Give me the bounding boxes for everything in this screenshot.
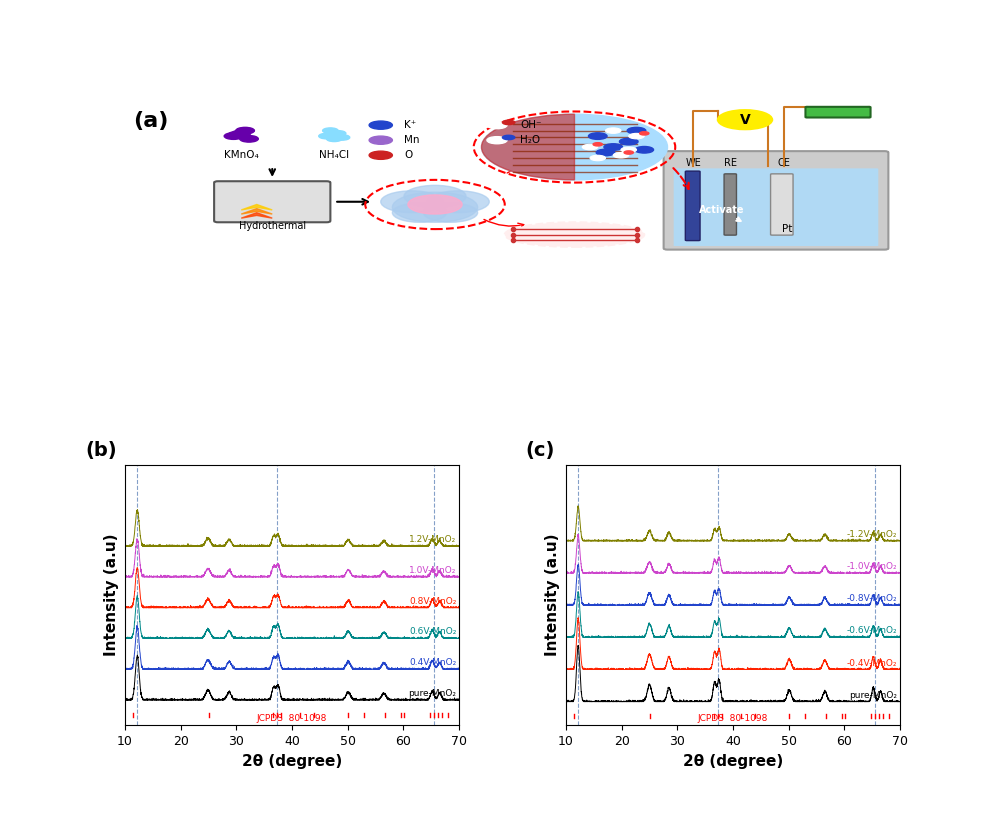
- Circle shape: [240, 135, 258, 142]
- Circle shape: [408, 195, 462, 214]
- Circle shape: [369, 121, 392, 130]
- Y-axis label: Intensity (a.u): Intensity (a.u): [545, 534, 560, 656]
- Text: 1.2V-MnO₂: 1.2V-MnO₂: [409, 535, 456, 544]
- Text: -0.6V-MnO₂: -0.6V-MnO₂: [847, 627, 897, 636]
- Circle shape: [629, 134, 644, 139]
- Text: 0.8V-MnO₂: 0.8V-MnO₂: [409, 597, 456, 606]
- Circle shape: [582, 144, 598, 150]
- Text: OH⁻: OH⁻: [520, 120, 542, 130]
- Circle shape: [624, 151, 633, 154]
- Circle shape: [502, 121, 515, 125]
- Text: NH₄Cl: NH₄Cl: [319, 150, 349, 160]
- FancyBboxPatch shape: [724, 174, 736, 235]
- Ellipse shape: [505, 222, 644, 247]
- FancyBboxPatch shape: [685, 171, 700, 240]
- Circle shape: [593, 143, 602, 146]
- Circle shape: [590, 155, 606, 161]
- Circle shape: [604, 143, 623, 150]
- Circle shape: [627, 127, 646, 134]
- Text: K⁺: K⁺: [404, 120, 416, 130]
- Text: (b): (b): [85, 441, 117, 460]
- Text: KMnO₄: KMnO₄: [224, 150, 259, 160]
- Text: Activate: Activate: [698, 205, 744, 221]
- Text: WE: WE: [685, 158, 701, 168]
- Text: (c): (c): [526, 441, 555, 460]
- Circle shape: [487, 121, 507, 129]
- Circle shape: [621, 147, 637, 152]
- Circle shape: [392, 192, 478, 222]
- Text: pure-MnO₂: pure-MnO₂: [408, 689, 456, 698]
- Text: pure-MnO₂: pure-MnO₂: [849, 691, 897, 700]
- Circle shape: [423, 203, 478, 222]
- Circle shape: [718, 110, 772, 130]
- Circle shape: [369, 151, 392, 160]
- Text: JCPDS  80-1098: JCPDS 80-1098: [698, 714, 768, 723]
- Circle shape: [588, 133, 607, 139]
- X-axis label: 2θ (degree): 2θ (degree): [242, 754, 342, 769]
- Circle shape: [369, 136, 392, 144]
- Polygon shape: [241, 209, 272, 214]
- Text: 0.4V-MnO₂: 0.4V-MnO₂: [409, 658, 456, 667]
- Text: Mn: Mn: [404, 135, 420, 145]
- Circle shape: [427, 191, 489, 213]
- Circle shape: [326, 136, 342, 142]
- Circle shape: [330, 130, 346, 136]
- Text: (a): (a): [133, 112, 168, 131]
- FancyBboxPatch shape: [674, 169, 878, 246]
- Text: -1.2V-MnO₂: -1.2V-MnO₂: [847, 530, 897, 539]
- Circle shape: [619, 139, 638, 145]
- Text: Hydrothermal: Hydrothermal: [239, 221, 306, 231]
- Circle shape: [502, 135, 515, 139]
- Text: -1.0V-MnO₂: -1.0V-MnO₂: [847, 562, 897, 571]
- Circle shape: [606, 128, 621, 134]
- Circle shape: [392, 203, 447, 222]
- FancyBboxPatch shape: [771, 174, 793, 235]
- Wedge shape: [482, 114, 574, 180]
- X-axis label: 2θ (degree): 2θ (degree): [683, 754, 783, 769]
- Circle shape: [381, 191, 443, 213]
- Text: CE: CE: [777, 158, 790, 168]
- Y-axis label: Intensity (a.u): Intensity (a.u): [104, 534, 119, 656]
- Polygon shape: [241, 205, 272, 210]
- Text: -0.8V-MnO₂: -0.8V-MnO₂: [847, 594, 897, 603]
- Circle shape: [232, 130, 251, 137]
- Text: -0.4V-MnO₂: -0.4V-MnO₂: [847, 659, 897, 667]
- Circle shape: [596, 149, 615, 156]
- Circle shape: [640, 132, 649, 135]
- Circle shape: [236, 127, 254, 134]
- Text: H₂O: H₂O: [520, 135, 540, 145]
- Circle shape: [482, 114, 668, 180]
- FancyBboxPatch shape: [664, 151, 888, 249]
- FancyBboxPatch shape: [214, 181, 330, 222]
- Circle shape: [487, 137, 507, 143]
- Circle shape: [635, 147, 654, 153]
- Circle shape: [224, 133, 243, 139]
- Text: 0.6V-MnO₂: 0.6V-MnO₂: [409, 628, 456, 637]
- Circle shape: [613, 152, 629, 158]
- Text: JCPDS  80-1098: JCPDS 80-1098: [257, 714, 327, 723]
- Circle shape: [319, 134, 334, 139]
- Text: V: V: [740, 112, 750, 126]
- Polygon shape: [241, 213, 272, 218]
- Circle shape: [323, 128, 338, 134]
- Text: O: O: [404, 150, 412, 161]
- Circle shape: [228, 131, 247, 138]
- Text: RE: RE: [724, 158, 737, 168]
- Text: 1.0V-MnO₂: 1.0V-MnO₂: [409, 566, 456, 575]
- Text: Pt: Pt: [782, 224, 793, 234]
- FancyBboxPatch shape: [805, 107, 871, 117]
- Circle shape: [404, 185, 466, 207]
- Circle shape: [334, 134, 350, 140]
